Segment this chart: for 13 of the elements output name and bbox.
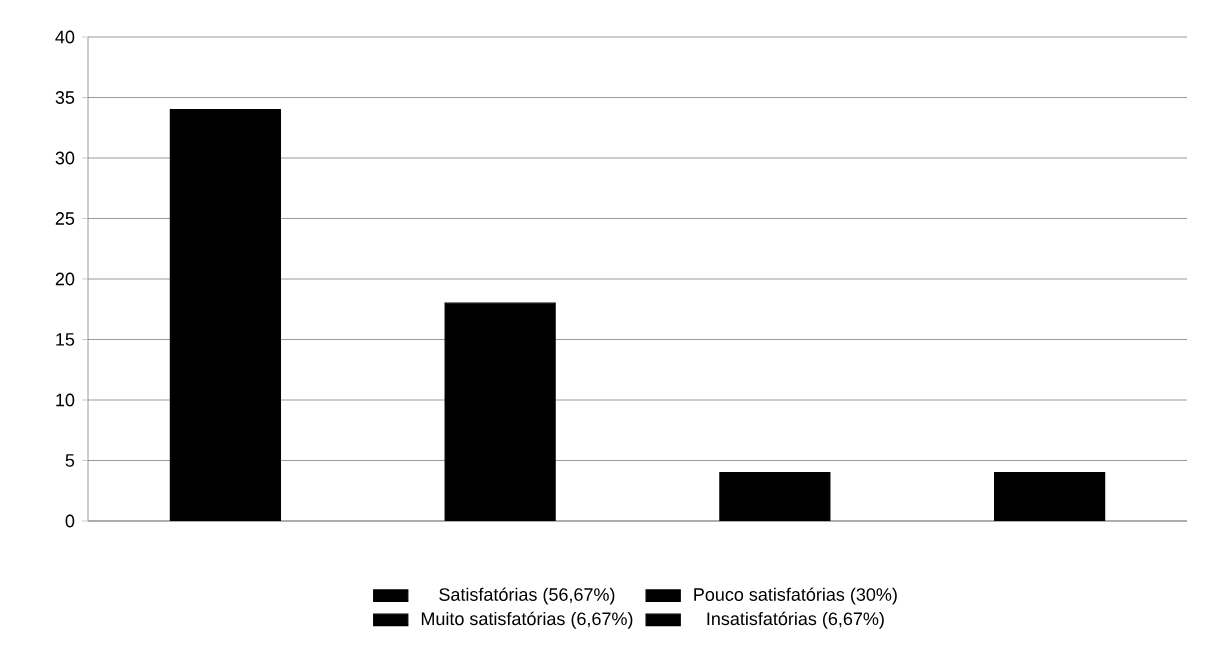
y-tick-label: 20 — [55, 272, 75, 286]
legend-label: Insatisfatórias (6,67%) — [707, 611, 884, 629]
y-tick-label: 40 — [55, 30, 75, 44]
y-tick-label: 25 — [55, 212, 75, 225]
y-tick-label: 0 — [65, 514, 75, 528]
legend-label: Pouco satisfatórias (30%) — [694, 587, 897, 605]
y-tick-label: 30 — [55, 151, 75, 165]
legend-label: Satisfatórias (56,67%) — [439, 587, 615, 605]
y-tick-label: 35 — [55, 91, 75, 104]
legend-label: Muito satisfatórias (6,67%) — [421, 611, 633, 629]
y-tick-label: 10 — [56, 393, 75, 407]
y-tick-label: 5 — [65, 454, 75, 467]
y-tick-label: 15 — [56, 333, 75, 346]
